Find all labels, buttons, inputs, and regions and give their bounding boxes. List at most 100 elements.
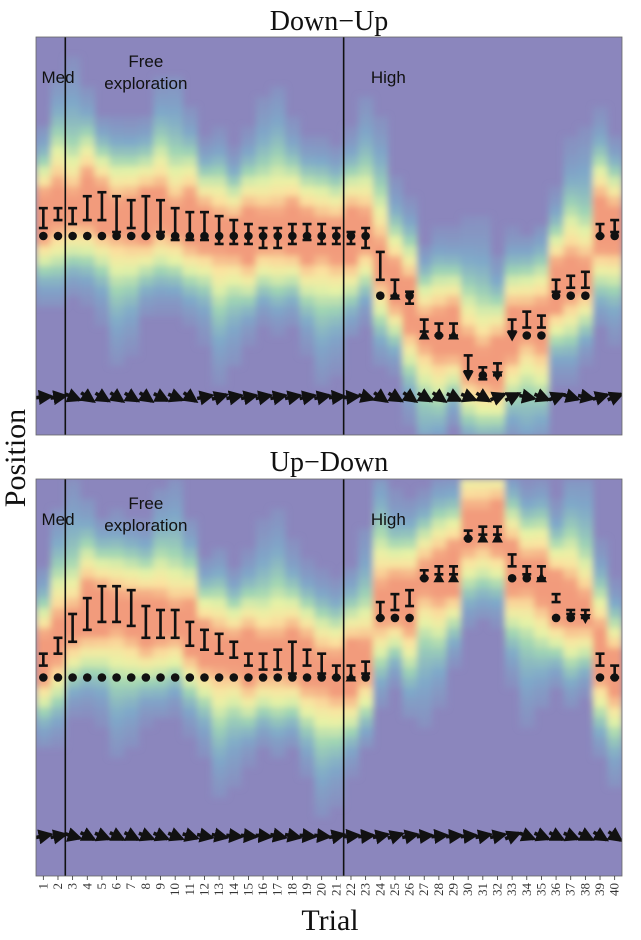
density-cell xyxy=(431,677,447,689)
density-cell xyxy=(402,405,418,416)
direction-arrow xyxy=(533,827,552,842)
density-cell xyxy=(153,166,169,177)
density-cell xyxy=(123,687,140,698)
density-cell xyxy=(358,677,374,689)
density-cell xyxy=(329,578,345,589)
density-cell xyxy=(123,667,140,679)
density-cell xyxy=(504,528,521,540)
target-marker xyxy=(156,673,165,682)
density-cell xyxy=(534,305,550,317)
density-cell xyxy=(65,265,81,277)
density-cell xyxy=(241,667,257,679)
density-cell xyxy=(431,245,447,257)
density-cell xyxy=(299,578,315,589)
density-cell xyxy=(446,355,462,366)
density-cell xyxy=(226,697,242,708)
density-cell xyxy=(241,627,257,639)
density-cell xyxy=(563,479,579,490)
density-cell xyxy=(416,285,433,297)
density-cell xyxy=(167,637,184,649)
density-cell xyxy=(431,687,447,698)
density-cell xyxy=(343,637,359,649)
density-cell xyxy=(285,216,301,227)
density-cell xyxy=(475,355,491,366)
density-cell xyxy=(358,608,374,619)
density-cell xyxy=(460,255,477,267)
density-cell xyxy=(416,598,433,609)
density-cell xyxy=(446,617,462,629)
x-tick-label: 8 xyxy=(138,883,153,890)
density-cell xyxy=(578,166,594,177)
density-cell xyxy=(534,488,550,500)
density-cell xyxy=(607,647,622,659)
density-cell xyxy=(592,598,608,609)
density-cell xyxy=(285,116,301,128)
density-cell xyxy=(490,305,506,317)
density-cell xyxy=(460,538,477,550)
density-cell xyxy=(490,508,506,520)
density-cell xyxy=(490,425,506,435)
density-cell xyxy=(182,126,198,138)
density-cell xyxy=(329,727,345,738)
density-cell xyxy=(36,136,52,148)
density-cell xyxy=(431,598,447,609)
density-cell xyxy=(94,578,110,589)
density-cell xyxy=(329,687,345,698)
density-cell xyxy=(504,578,521,589)
density-cell xyxy=(138,717,154,728)
density-cell xyxy=(299,275,315,287)
density-cell xyxy=(270,206,286,217)
density-cell xyxy=(475,265,491,277)
density-cell xyxy=(314,285,330,297)
density-cell xyxy=(519,365,535,376)
target-marker xyxy=(112,231,121,241)
density-cell xyxy=(504,405,521,416)
density-cell xyxy=(211,677,228,689)
density-cell xyxy=(197,687,213,698)
density-cell xyxy=(79,647,96,659)
density-cell xyxy=(138,285,154,297)
direction-arrow xyxy=(328,829,347,845)
density-cell xyxy=(504,617,521,629)
density-cell xyxy=(402,265,418,277)
density-cell xyxy=(167,295,184,307)
density-cell xyxy=(270,176,286,187)
density-cell xyxy=(285,707,301,718)
density-cell xyxy=(109,657,125,669)
density-cell xyxy=(197,315,213,327)
density-cell xyxy=(138,245,154,257)
density-cell xyxy=(270,106,286,118)
density-cell xyxy=(446,335,462,347)
target-marker xyxy=(610,673,619,682)
density-cell xyxy=(241,717,257,728)
density-cell xyxy=(50,697,66,708)
density-cell xyxy=(519,707,535,718)
density-cell xyxy=(167,558,184,569)
density-cell xyxy=(358,717,374,728)
density-cell xyxy=(592,737,608,748)
density-cell xyxy=(285,285,301,297)
density-cell xyxy=(226,156,242,167)
target-marker xyxy=(126,231,136,241)
density-cell xyxy=(314,206,330,217)
density-cell xyxy=(226,737,242,748)
x-tick-label: 27 xyxy=(416,883,431,897)
density-cell xyxy=(79,627,96,639)
density-cell xyxy=(65,588,81,599)
density-cell xyxy=(416,717,433,728)
density-cell xyxy=(548,345,564,356)
density-cell xyxy=(79,96,96,108)
density-cell xyxy=(167,697,184,708)
density-cell xyxy=(446,528,462,540)
density-cell xyxy=(402,578,418,589)
density-cell xyxy=(534,365,550,376)
density-cell xyxy=(402,608,418,619)
density-cell xyxy=(460,275,477,287)
density-cell xyxy=(358,697,374,708)
density-cell xyxy=(387,295,403,307)
density-cell xyxy=(285,295,301,307)
density-cell xyxy=(270,707,286,718)
direction-arrow xyxy=(196,390,215,406)
density-cell xyxy=(519,578,535,589)
density-cell xyxy=(79,558,96,569)
